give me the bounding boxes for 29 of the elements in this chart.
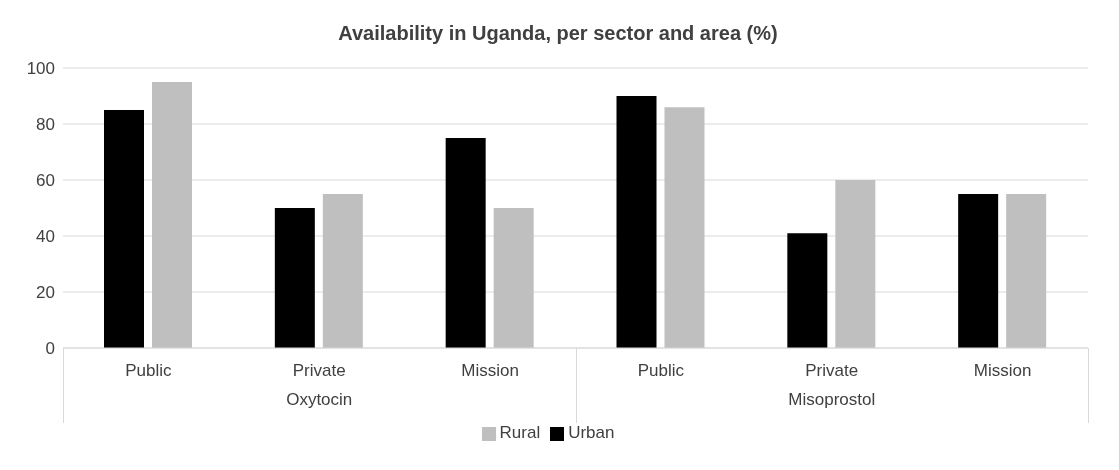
bar bbox=[322, 194, 363, 348]
bar bbox=[445, 138, 486, 348]
text: Misoprostol bbox=[787, 390, 877, 410]
bar bbox=[274, 208, 315, 348]
x-tick-label: Mission bbox=[461, 361, 519, 381]
chart-title: Availability in Uganda, per sector and area (%) bbox=[337, 22, 779, 45]
legend-label: Rural bbox=[499, 423, 541, 442]
y-tick-label: 60 bbox=[36, 171, 55, 191]
x-tick-label: Private bbox=[292, 361, 346, 381]
y-tick-label: 100 bbox=[26, 59, 55, 79]
x-tick-label: Private bbox=[805, 361, 859, 381]
bar bbox=[835, 180, 876, 348]
legend-label: Urban bbox=[568, 423, 615, 442]
y-tick-label: 40 bbox=[36, 227, 55, 247]
text: Oxytocin bbox=[285, 390, 354, 410]
x-tick-label: Mission bbox=[973, 361, 1032, 381]
y-tick-label: 20 bbox=[36, 283, 55, 303]
bar bbox=[152, 82, 192, 348]
bar bbox=[104, 110, 144, 348]
x-tick-label: Public bbox=[637, 361, 685, 381]
y-tick-label: 0 bbox=[45, 339, 55, 359]
x-tick-label: Public bbox=[125, 361, 173, 381]
bar bbox=[493, 208, 534, 348]
bar bbox=[664, 107, 705, 348]
bar bbox=[787, 233, 828, 348]
bar bbox=[616, 96, 657, 348]
y-tick-label: 80 bbox=[36, 115, 55, 135]
bar bbox=[958, 194, 999, 348]
bar bbox=[1006, 194, 1047, 348]
